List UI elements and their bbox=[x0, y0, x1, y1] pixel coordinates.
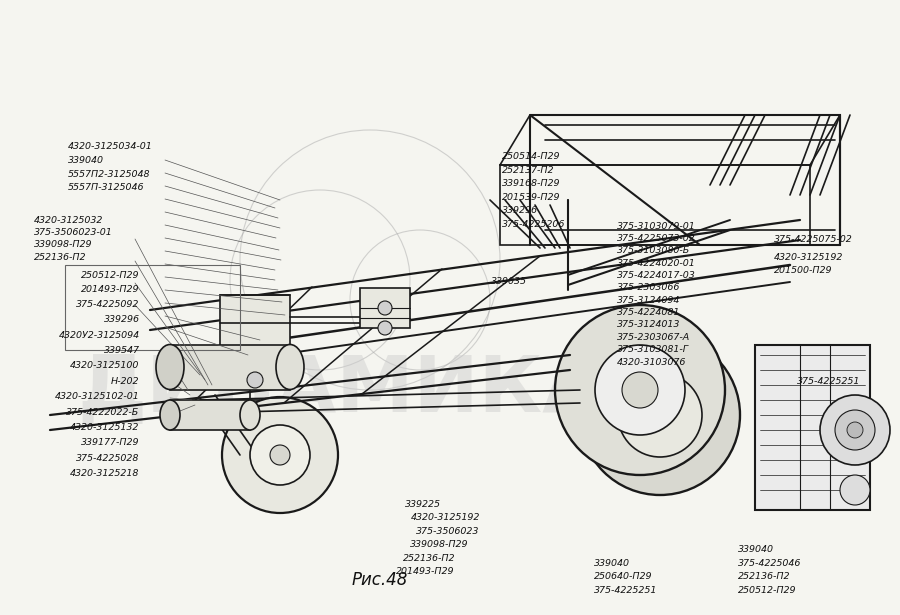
Text: 375-4224020-01: 375-4224020-01 bbox=[616, 259, 695, 268]
Text: 339225: 339225 bbox=[405, 500, 441, 509]
Circle shape bbox=[378, 321, 392, 335]
Text: 375-4225251: 375-4225251 bbox=[594, 586, 657, 595]
Text: 339040: 339040 bbox=[68, 156, 104, 165]
Ellipse shape bbox=[160, 400, 180, 430]
Text: 201500-П29: 201500-П29 bbox=[774, 266, 832, 275]
Circle shape bbox=[840, 475, 870, 505]
Bar bbox=[170, 345, 290, 390]
Text: Рис.48: Рис.48 bbox=[352, 571, 409, 589]
Text: 201493-П29: 201493-П29 bbox=[81, 285, 140, 293]
Text: 375-4224017-03: 375-4224017-03 bbox=[616, 271, 695, 280]
Bar bbox=[220, 295, 290, 350]
Text: 252137-П2: 252137-П2 bbox=[502, 166, 554, 175]
Text: 375-4225075-02: 375-4225075-02 bbox=[774, 236, 853, 244]
Bar bbox=[360, 288, 410, 328]
Text: 375-2303066: 375-2303066 bbox=[616, 284, 680, 292]
Circle shape bbox=[270, 445, 290, 465]
Circle shape bbox=[247, 372, 263, 388]
Text: 339040: 339040 bbox=[594, 559, 630, 568]
Text: 375-4225028: 375-4225028 bbox=[76, 454, 140, 462]
Circle shape bbox=[595, 345, 685, 435]
Text: 375-2303067-А: 375-2303067-А bbox=[616, 333, 689, 341]
Text: ДИНАМИКА: ДИНАМИКА bbox=[77, 352, 603, 428]
Text: 4320-3125100: 4320-3125100 bbox=[70, 362, 140, 370]
Text: 375-3103081-Г: 375-3103081-Г bbox=[616, 345, 688, 354]
Text: 201493-П29: 201493-П29 bbox=[396, 568, 454, 576]
Circle shape bbox=[222, 397, 338, 513]
Text: 375-3124013: 375-3124013 bbox=[616, 320, 680, 329]
Text: 339296: 339296 bbox=[104, 315, 140, 324]
Text: 339098-П29: 339098-П29 bbox=[410, 541, 469, 549]
Text: 252136-П2: 252136-П2 bbox=[738, 573, 790, 581]
Ellipse shape bbox=[156, 344, 184, 389]
Text: Н-202: Н-202 bbox=[111, 377, 140, 386]
Ellipse shape bbox=[240, 400, 260, 430]
Text: 375-4225073-02: 375-4225073-02 bbox=[616, 234, 695, 243]
Text: 4320-3103076: 4320-3103076 bbox=[616, 359, 686, 367]
Text: 339035: 339035 bbox=[491, 277, 526, 286]
Text: 4320У2-3125094: 4320У2-3125094 bbox=[58, 331, 140, 339]
Text: 4320-3125192: 4320-3125192 bbox=[774, 253, 843, 261]
Text: 339168-П29: 339168-П29 bbox=[502, 180, 561, 188]
Text: 250640-П29: 250640-П29 bbox=[594, 573, 652, 581]
Text: 339040: 339040 bbox=[738, 546, 774, 554]
Circle shape bbox=[618, 373, 702, 457]
Text: 375-3506023: 375-3506023 bbox=[416, 527, 479, 536]
Text: 4320-3125032: 4320-3125032 bbox=[34, 216, 104, 224]
Text: 250512-П29: 250512-П29 bbox=[738, 586, 796, 595]
Text: 375-4225251: 375-4225251 bbox=[796, 377, 860, 386]
Text: 252136-П2: 252136-П2 bbox=[403, 554, 455, 563]
Text: 339547: 339547 bbox=[104, 346, 140, 355]
Bar bbox=[500, 165, 810, 245]
Text: 5557П-3125046: 5557П-3125046 bbox=[68, 183, 144, 192]
Text: 375-4224081: 375-4224081 bbox=[616, 308, 680, 317]
Text: 375-4225206: 375-4225206 bbox=[502, 220, 565, 229]
Text: 5557П2-3125048: 5557П2-3125048 bbox=[68, 170, 150, 178]
Circle shape bbox=[378, 301, 392, 315]
Text: 375-4225046: 375-4225046 bbox=[738, 559, 801, 568]
Bar bbox=[65, 265, 240, 350]
Text: 339296: 339296 bbox=[502, 207, 538, 215]
Text: 201539-П29: 201539-П29 bbox=[502, 193, 561, 202]
Circle shape bbox=[835, 410, 875, 450]
Text: 375-4222022-Б: 375-4222022-Б bbox=[67, 408, 140, 416]
Circle shape bbox=[580, 335, 740, 495]
Text: 375-3103079-01: 375-3103079-01 bbox=[616, 222, 695, 231]
Text: 4320-3125218: 4320-3125218 bbox=[70, 469, 140, 478]
Text: 4320-3125132: 4320-3125132 bbox=[70, 423, 140, 432]
Bar bbox=[755, 345, 870, 510]
Text: 339177-П29: 339177-П29 bbox=[81, 438, 140, 447]
Text: 4320-3125192: 4320-3125192 bbox=[410, 514, 480, 522]
Text: 252136-П2: 252136-П2 bbox=[34, 253, 86, 261]
Text: 250512-П29: 250512-П29 bbox=[81, 271, 140, 280]
Circle shape bbox=[622, 372, 658, 408]
Circle shape bbox=[847, 422, 863, 438]
Circle shape bbox=[250, 425, 310, 485]
Text: 375-3103080-Б: 375-3103080-Б bbox=[616, 247, 689, 255]
Text: 250514-П29: 250514-П29 bbox=[502, 153, 561, 161]
Circle shape bbox=[820, 395, 890, 465]
Text: 339098-П29: 339098-П29 bbox=[34, 240, 93, 249]
Bar bbox=[170, 400, 250, 430]
Ellipse shape bbox=[276, 344, 304, 389]
Circle shape bbox=[555, 305, 725, 475]
Text: 375-3506023-01: 375-3506023-01 bbox=[34, 228, 113, 237]
Text: 4320-3125034-01: 4320-3125034-01 bbox=[68, 143, 152, 151]
Text: 375-3124094: 375-3124094 bbox=[616, 296, 680, 304]
Text: 4320-3125102-01: 4320-3125102-01 bbox=[55, 392, 140, 401]
Text: 375-4225092: 375-4225092 bbox=[76, 300, 140, 309]
